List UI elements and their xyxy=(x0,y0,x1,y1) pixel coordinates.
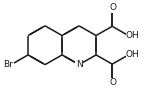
Text: O: O xyxy=(110,78,117,87)
Text: Br: Br xyxy=(3,60,13,69)
Text: OH: OH xyxy=(126,31,140,40)
Text: OH: OH xyxy=(126,50,140,59)
Text: N: N xyxy=(76,60,82,69)
Text: O: O xyxy=(110,3,117,12)
